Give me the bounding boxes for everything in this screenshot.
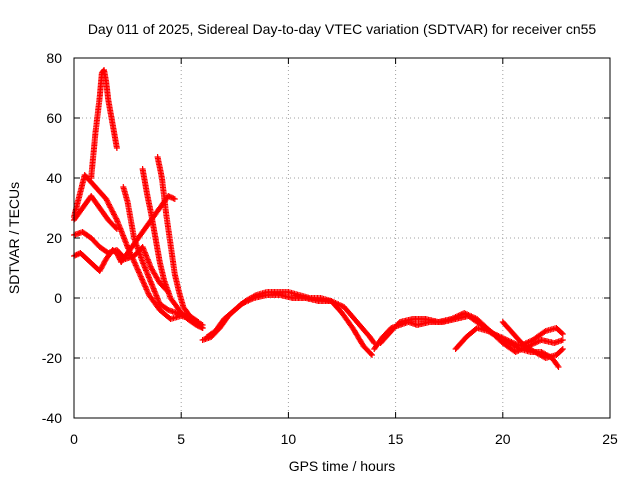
chart-title: Day 011 of 2025, Sidereal Day-to-day VTE… bbox=[88, 21, 597, 37]
data-point bbox=[541, 328, 548, 335]
x-tick-label: 25 bbox=[602, 431, 618, 447]
x-tick-label: 5 bbox=[177, 431, 185, 447]
series-track-9 bbox=[154, 154, 202, 325]
y-tick-label: 40 bbox=[46, 170, 62, 186]
data-point bbox=[559, 346, 566, 352]
grid-lines bbox=[74, 58, 610, 418]
y-axis-label: SDTVAR / TECUs bbox=[6, 182, 22, 294]
series-track-11 bbox=[199, 292, 378, 346]
x-tick-label: 10 bbox=[281, 431, 297, 447]
y-tick-label: -20 bbox=[42, 350, 62, 366]
y-tick-label: -40 bbox=[42, 410, 62, 426]
data-point bbox=[369, 352, 375, 358]
data-point bbox=[113, 145, 120, 151]
y-tick-label: 80 bbox=[46, 50, 62, 66]
y-tick-labels: -40 -20 0 20 40 60 80 bbox=[42, 50, 62, 426]
data-point bbox=[370, 338, 377, 345]
data-points bbox=[71, 67, 566, 370]
plot-frame bbox=[73, 57, 611, 419]
data-point bbox=[367, 350, 374, 357]
data-point bbox=[512, 349, 519, 355]
y-tick-label: 60 bbox=[46, 110, 62, 126]
x-axis-label: GPS time / hours bbox=[289, 458, 396, 474]
data-point bbox=[195, 319, 202, 325]
data-point bbox=[171, 196, 178, 202]
y-tick-label: 0 bbox=[54, 290, 62, 306]
data-point bbox=[555, 364, 562, 370]
data-point bbox=[559, 331, 566, 337]
y-tick-label: 20 bbox=[46, 230, 62, 246]
data-point bbox=[558, 347, 565, 353]
data-point bbox=[558, 330, 565, 336]
data-point bbox=[199, 325, 206, 331]
x-tick-label: 15 bbox=[388, 431, 404, 447]
data-point bbox=[559, 337, 566, 343]
x-tick-label: 20 bbox=[495, 431, 511, 447]
x-tick-labels: 0 5 10 15 20 25 bbox=[70, 431, 618, 447]
data-point bbox=[194, 318, 201, 325]
series-track-5 bbox=[88, 67, 120, 181]
series-track-15 bbox=[499, 319, 566, 361]
data-point bbox=[554, 362, 561, 369]
x-tick-label: 0 bbox=[70, 431, 78, 447]
